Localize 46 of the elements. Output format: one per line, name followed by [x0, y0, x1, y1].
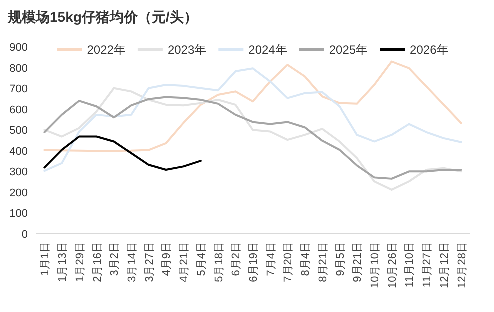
y-tick-label: 500: [10, 125, 28, 138]
x-tick-label: 8月21日: [317, 242, 330, 282]
x-tick-label: 1月1日: [40, 242, 52, 276]
x-tick-label: 11月27日: [422, 242, 434, 288]
y-tick-label: 100: [10, 208, 28, 220]
legend-label: 2025年: [329, 43, 368, 57]
y-tick-label: 300: [10, 166, 28, 179]
legend-label: 2023年: [168, 43, 207, 57]
line-series: [44, 87, 462, 191]
legend-label: 2022年: [87, 43, 126, 57]
x-tick-label: 10月26日: [386, 242, 399, 288]
y-tick-label: 0: [22, 229, 28, 241]
line-series: [44, 136, 202, 171]
y-tick-label: 600: [10, 104, 28, 116]
x-tick-label: 12月28日: [456, 242, 468, 288]
x-tick-label: 7月4日: [265, 242, 278, 276]
y-tick-label: 700: [10, 84, 28, 96]
x-tick-label: 3月14日: [126, 242, 138, 282]
x-tick-label: 11月10日: [404, 242, 416, 288]
y-tick-label: 800: [10, 62, 28, 75]
legend-label: 2024年: [248, 43, 288, 57]
x-tick-label: 12月12日: [438, 242, 451, 288]
x-tick-label: 9月5日: [334, 242, 347, 276]
legend-label: 2026年: [410, 43, 449, 57]
x-tick-label: 5月4日: [196, 242, 208, 276]
x-tick-label: 9月21日: [352, 242, 364, 282]
x-tick-label: 1月29日: [74, 242, 86, 282]
chart-title: 规模场15kg仔猪均价（元/头）: [7, 9, 198, 25]
x-tick-label: 7月20日: [282, 242, 295, 282]
x-tick-label: 4月21日: [178, 242, 191, 282]
x-tick-label: 6月19日: [248, 242, 260, 282]
x-tick-label: 3月2日: [109, 242, 122, 276]
y-tick-label: 200: [10, 187, 28, 200]
x-tick-label: 6月2日: [230, 242, 243, 276]
x-tick-label: 8月4日: [300, 242, 312, 276]
y-tick-label: 400: [10, 146, 28, 158]
x-tick-label: 2月16日: [92, 242, 104, 282]
x-tick-label: 4月9日: [161, 242, 174, 276]
x-tick-label: 10月10日: [370, 242, 382, 288]
line-series: [44, 60, 462, 152]
x-tick-label: 1月13日: [57, 242, 70, 282]
line-series: [44, 96, 462, 180]
x-tick-label: 3月27日: [144, 242, 156, 282]
y-tick-label: 900: [10, 42, 28, 54]
x-tick-label: 5月18日: [213, 242, 226, 282]
line-series: [44, 68, 462, 172]
